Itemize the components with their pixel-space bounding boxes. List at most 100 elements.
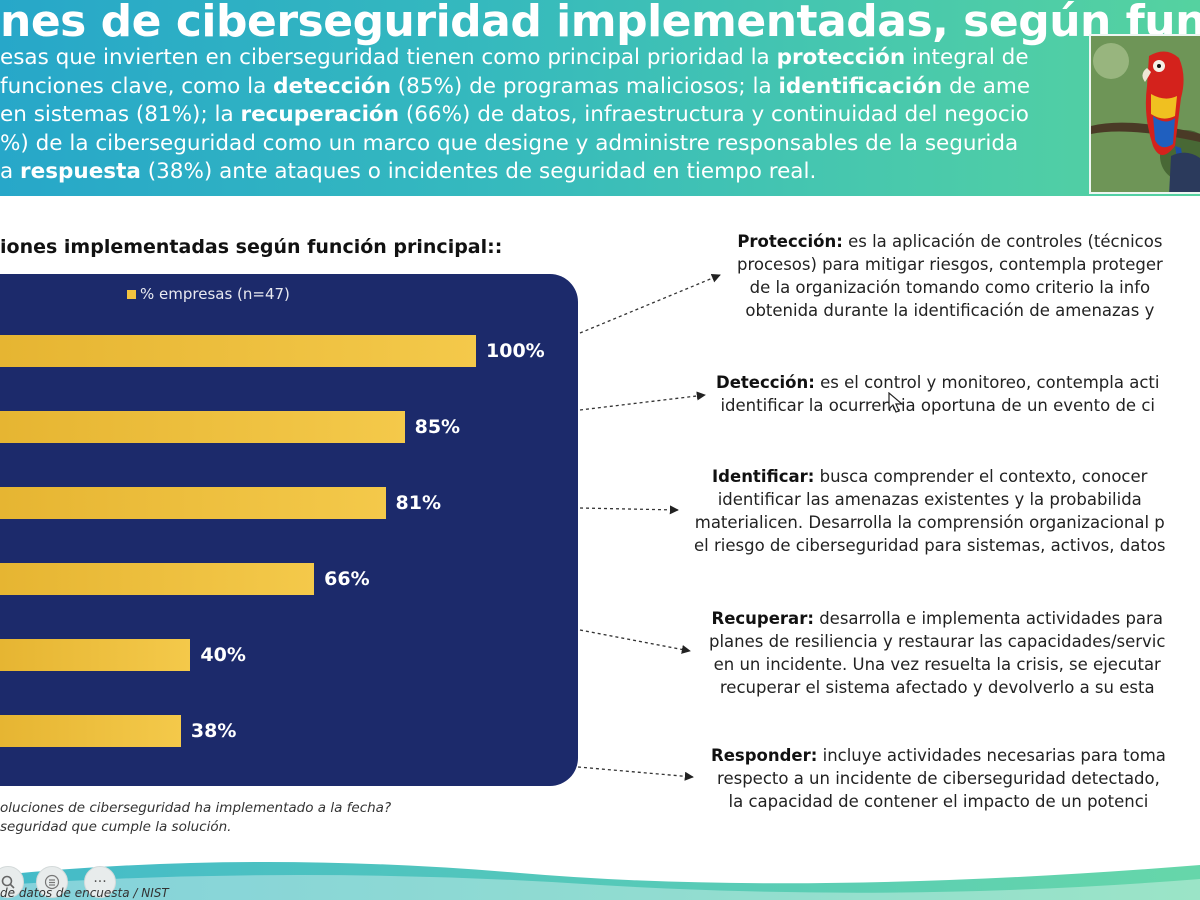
presenter-video-thumbnail[interactable] xyxy=(1089,34,1200,194)
definition-line: en un incidente. Una vez resuelta la cri… xyxy=(709,653,1165,676)
intro-text: %) de la ciberseguridad como un marco qu… xyxy=(0,130,1019,156)
arrow-proteccion xyxy=(579,273,721,334)
arrow-identificar xyxy=(579,505,679,515)
definition-line: Protección: es la aplicación de controle… xyxy=(737,230,1163,253)
footnote-note: seguridad que cumple la solución. xyxy=(0,819,232,835)
bar-value-label: 66% xyxy=(324,568,370,590)
definition-line: de la organización tomando como criterio… xyxy=(737,276,1163,299)
definition-responder: Responder: incluye actividades necesaria… xyxy=(711,744,1166,813)
intro-text: en sistemas (81%); la xyxy=(0,102,241,127)
bar xyxy=(0,487,386,519)
intro-paragraph: esas que invierten en ciberseguridad tie… xyxy=(0,44,1090,187)
definition-line: Identificar: busca comprender el context… xyxy=(694,465,1166,488)
intro-highlight: recuperación xyxy=(240,102,400,127)
definition-line: identificar la ocurrencia oportuna de un… xyxy=(716,394,1159,417)
definition-term: Identificar: xyxy=(712,467,815,486)
legend-swatch xyxy=(127,289,136,299)
footnote-question: oluciones de ciberseguridad ha implement… xyxy=(0,800,392,816)
definition-text: de la organización tomando como criterio… xyxy=(749,278,1151,297)
chart-subtitle: iones implementadas según función princi… xyxy=(0,236,503,258)
definition-line: recuperar el sistema afectado y devolver… xyxy=(709,676,1165,699)
definition-line: Recuperar: desarrolla e implementa activ… xyxy=(709,607,1165,630)
definition-text: respecto a un incidente de cibersegurida… xyxy=(717,769,1160,788)
definition-term: Responder: xyxy=(711,746,818,765)
definition-term: Detección: xyxy=(716,373,815,392)
intro-highlight: respuesta xyxy=(20,159,141,184)
definition-line: obtenida durante la identificación de am… xyxy=(737,299,1163,322)
intro-line: funciones clave, como la detección (85%)… xyxy=(0,73,1090,102)
footer-wave xyxy=(0,861,1200,900)
legend-label: % empresas (n=47) xyxy=(140,285,290,303)
definition-term: Recuperar: xyxy=(711,609,814,628)
menu-button[interactable] xyxy=(36,866,68,898)
intro-text: funciones clave, como la xyxy=(0,73,274,99)
intro-text: de ame xyxy=(942,73,1031,99)
intro-text: (38%) ante ataques o incidentes de segur… xyxy=(140,159,817,184)
intro-line: a respuesta (38%) ante ataques o inciden… xyxy=(0,158,1090,187)
definition-line: materialicen. Desarrolla la comprensión … xyxy=(694,511,1166,534)
menu-icon xyxy=(44,874,60,890)
bar xyxy=(0,715,181,747)
arrow-responder xyxy=(577,766,694,781)
definition-text: identificar la ocurrencia oportuna de un… xyxy=(720,396,1155,415)
intro-text: (66%) de datos, infraestructura y contin… xyxy=(399,102,1029,127)
definition-line: planes de resiliencia y restaurar las ca… xyxy=(709,630,1165,653)
intro-line: %) de la ciberseguridad como un marco qu… xyxy=(0,130,1090,159)
parrot-image xyxy=(1091,36,1200,192)
definition-text: materialicen. Desarrolla la comprensión … xyxy=(694,513,1165,532)
definition-term: Protección: xyxy=(737,232,843,251)
bar-value-label: 81% xyxy=(395,492,442,514)
bar-value-label: 40% xyxy=(200,644,246,666)
definition-text: en un incidente. Una vez resuelta la cri… xyxy=(713,655,1161,674)
source-note: de datos de encuesta / NIST xyxy=(0,886,169,900)
definition-deteccion: Detección: es el control y monitoreo, co… xyxy=(716,371,1159,417)
definition-text: busca comprender el contexto, conocer xyxy=(819,467,1148,486)
definition-text: desarrolla e implementa actividades para xyxy=(819,609,1163,628)
bar-value-label: 100% xyxy=(486,340,545,362)
slide-title: nes de ciberseguridad implementadas, seg… xyxy=(0,0,1200,47)
more-options-button[interactable]: ··· xyxy=(84,866,116,898)
definition-line: Responder: incluye actividades necesaria… xyxy=(711,744,1166,767)
intro-highlight: identificación xyxy=(778,73,943,99)
intro-line: esas que invierten en ciberseguridad tie… xyxy=(0,44,1090,73)
bar xyxy=(0,639,191,671)
definition-text: es el control y monitoreo, contempla act… xyxy=(820,373,1160,392)
intro-text: a xyxy=(0,159,21,184)
mouse-cursor-icon xyxy=(888,392,904,413)
more-icon: ··· xyxy=(93,874,107,890)
definition-text: es la aplicación de controles (técnicos xyxy=(848,232,1163,251)
intro-text: (85%) de programas maliciosos; la xyxy=(390,73,779,99)
bar xyxy=(0,411,405,443)
arrow-deteccion xyxy=(579,391,706,411)
intro-line: en sistemas (81%); la recuperación (66%)… xyxy=(0,101,1090,130)
bar xyxy=(0,335,476,367)
definition-text: la capacidad de contener el impacto de u… xyxy=(728,792,1149,811)
definition-proteccion: Protección: es la aplicación de controle… xyxy=(737,230,1163,322)
definition-recuperar: Recuperar: desarrolla e implementa activ… xyxy=(709,607,1165,699)
definition-text: recuperar el sistema afectado y devolver… xyxy=(719,678,1155,697)
definition-line: procesos) para mitigar riesgos, contempl… xyxy=(737,253,1163,276)
definition-line: la capacidad de contener el impacto de u… xyxy=(711,790,1166,813)
definition-text: obtenida durante la identificación de am… xyxy=(745,301,1155,320)
definition-text: identificar las amenazas existentes y la… xyxy=(717,490,1142,509)
intro-text: esas que invierten en ciberseguridad tie… xyxy=(0,45,777,70)
definition-line: Detección: es el control y monitoreo, co… xyxy=(716,371,1159,394)
definition-text: procesos) para mitigar riesgos, contempl… xyxy=(737,255,1163,274)
definition-line: identificar las amenazas existentes y la… xyxy=(694,488,1166,511)
intro-highlight: protección xyxy=(776,45,906,70)
bar-value-label: 38% xyxy=(190,720,237,742)
slide-header: nes de ciberseguridad implementadas, seg… xyxy=(0,0,1200,196)
bar-value-label: 85% xyxy=(414,416,461,438)
definition-text: planes de resiliencia y restaurar las ca… xyxy=(709,632,1166,651)
zoom-icon xyxy=(1,875,15,889)
definition-line: el riesgo de ciberseguridad para sistema… xyxy=(694,534,1166,557)
definition-text: el riesgo de ciberseguridad para sistema… xyxy=(694,536,1166,555)
bar xyxy=(0,563,315,595)
intro-text: integral de xyxy=(905,45,1029,70)
definition-line: respecto a un incidente de cibersegurida… xyxy=(711,767,1166,790)
arrow-recuperar xyxy=(579,629,691,654)
chart-legend: % empresas (n=47) xyxy=(127,283,290,305)
definition-text: incluye actividades necesarias para toma xyxy=(822,746,1166,765)
definition-identificar: Identificar: busca comprender el context… xyxy=(694,465,1166,557)
intro-highlight: detección xyxy=(273,73,391,99)
